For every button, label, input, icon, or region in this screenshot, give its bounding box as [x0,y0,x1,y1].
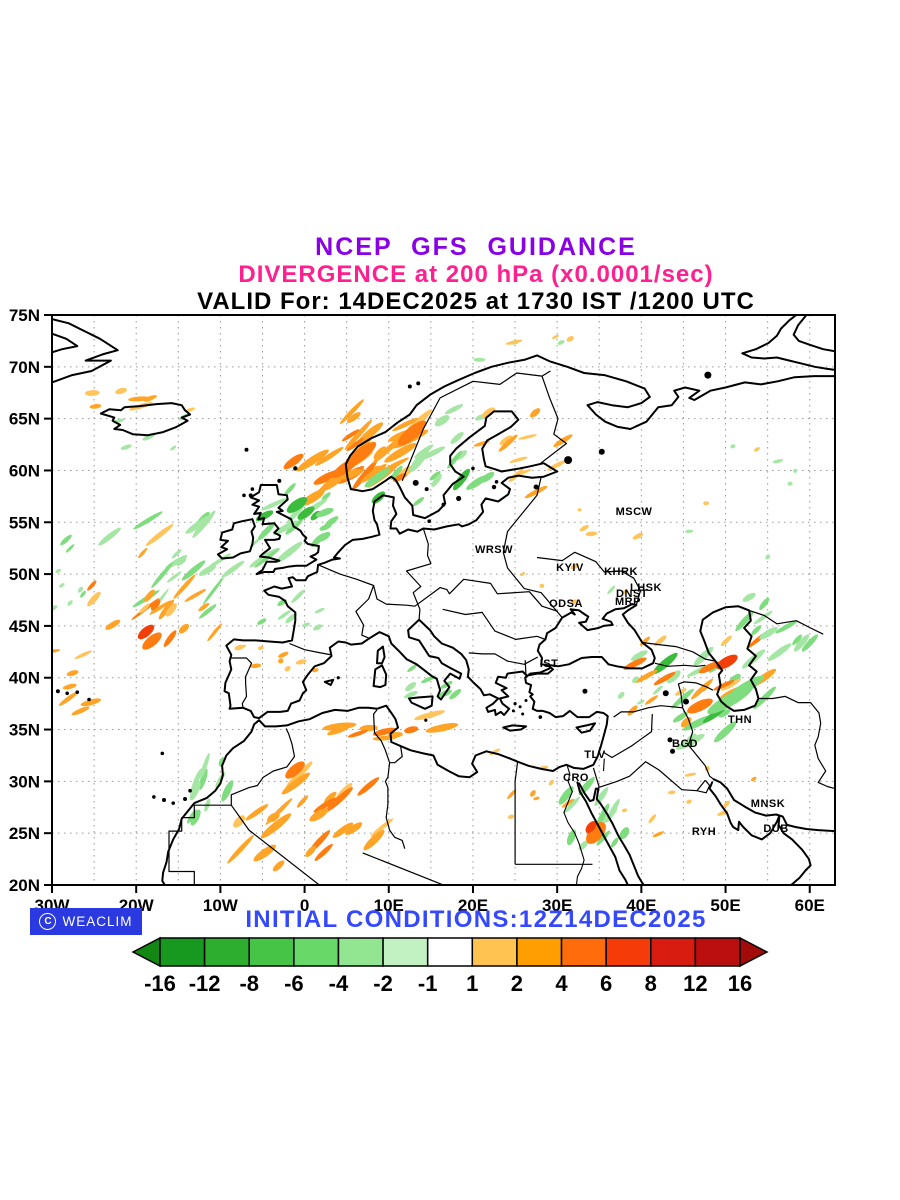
colorbar-segment-8 [516,937,563,967]
city-label-tlv: TLV [584,749,606,761]
city-label-dnst: DNST [616,588,648,600]
colorbar-tick--16: -16 [144,971,176,996]
colorbar-segment-3 [293,937,340,967]
city-label-ryh: RYH [692,826,716,838]
initial-conditions-text: INITIAL CONDITIONS:12Z14DEC2025 [245,906,707,933]
city-label-ist: IST [540,658,559,670]
colorbar-tick-8: 8 [645,971,657,996]
colorbar-tick--4: -4 [329,971,349,996]
map-frame [51,314,836,886]
colorbar-segment-0 [159,937,206,967]
lat-tick-45N: 45N [9,617,40,636]
divergence-field [52,334,819,872]
lon-tick-30E: 30E [542,896,572,915]
city-label-odsa: ODSA [549,598,583,610]
lat-tick-60N: 60N [9,461,40,480]
coastlines-borders [52,315,835,885]
title-block: NCEP GFS GUIDANCE DIVERGENCE at 200 hPa … [51,233,900,316]
colorbar-segment-12 [694,937,741,967]
lat-tick-40N: 40N [9,669,40,688]
lon-tick-40E: 40E [626,896,656,915]
city-label-mscw: MSCW [616,506,653,518]
colorbar-tick--1: -1 [418,971,438,996]
lon-tick-20E: 20E [458,896,488,915]
lon-tick-10E: 10E [374,896,404,915]
colorbar-segment-7 [471,937,518,967]
colorbar-segment-5 [382,937,429,967]
field-title: DIVERGENCE at 200 hPa (x0.0001/sec) [238,261,714,288]
weaclim-logo: C WEACLIM [30,908,142,935]
city-label-thn: THN [728,714,752,726]
colorbar-tick-12: 12 [683,971,707,996]
lat-tick-75N: 75N [9,306,40,325]
city-label-kyiv: KYIV [556,562,584,574]
lon-tick-0: 0 [300,896,309,915]
colorbar-segment-2 [248,937,295,967]
colorbar-tick-2: 2 [511,971,523,996]
color-scale: -16 -12 -8 -6 -4 -2 -1 1 2 4 6 8 12 16 [131,936,769,996]
city-label-cro: CRO [563,772,589,784]
city-label-bgd: BGD [672,738,698,750]
colorbar-tick--6: -6 [284,971,304,996]
lat-tick-35N: 35N [9,721,40,740]
colorbar-segment-6 [426,937,474,967]
lat-tick-25N: 25N [9,824,40,843]
city-label-wrsw: WRSW [475,544,513,556]
weaclim-label: WEACLIM [62,914,133,929]
colorbar-tick-1: 1 [466,971,478,996]
colorbar-tick-4: 4 [555,971,568,996]
colorbar-segment-10 [605,937,652,967]
colorbar-segment-9 [560,937,607,967]
colorbar-arrow-right [739,936,769,968]
valid-time-title: VALID For: 14DEC2025 at 1730 IST /1200 U… [197,288,755,315]
colorbar-segment-1 [203,937,250,967]
lat-tick-20N: 20N [9,876,40,895]
colorbar-tick-16: 16 [728,971,752,996]
copyright-icon: C [39,913,57,930]
colorbar-tick--2: -2 [373,971,393,996]
lat-tick-50N: 50N [9,565,40,584]
lon-tick-10W: 10W [203,896,239,915]
colorbar-tick-6: 6 [600,971,612,996]
city-label-mnsk: MNSK [751,798,785,810]
lat-tick-55N: 55N [9,513,40,532]
lon-tick-60E: 60E [795,896,825,915]
lat-tick-30N: 30N [9,772,40,791]
colorbar-tick--8: -8 [239,971,259,996]
colorbar-segment-11 [650,937,697,967]
colorbar-segment-4 [337,937,384,967]
colorbar-tick--12: -12 [189,971,221,996]
lat-tick-65N: 65N [9,410,40,429]
lat-tick-70N: 70N [9,358,40,377]
model-title: NCEP GFS GUIDANCE [315,233,637,261]
colorbar-arrow-left [131,936,161,968]
lon-tick-50E: 50E [710,896,740,915]
